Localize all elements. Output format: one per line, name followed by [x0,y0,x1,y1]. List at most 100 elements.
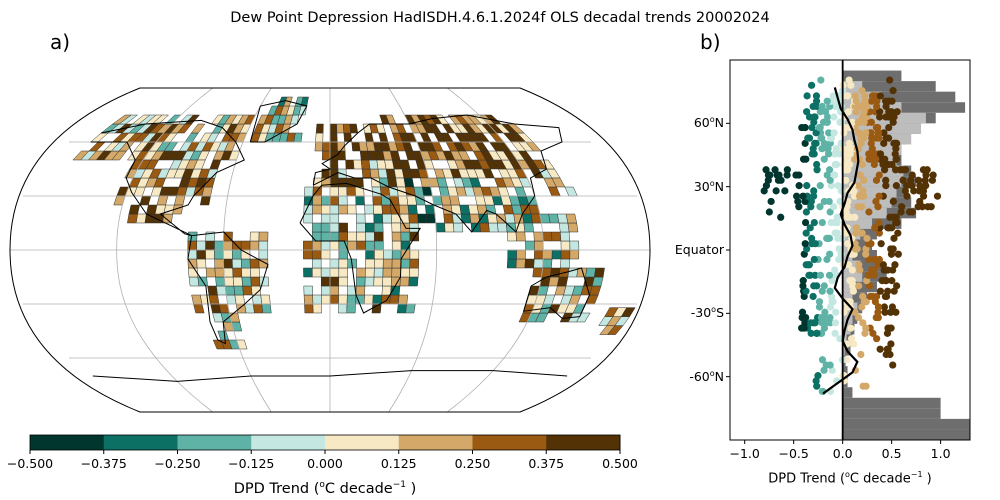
trend-point [868,266,876,274]
trend-point [775,171,783,179]
trend-point [873,97,881,105]
trend-point [864,255,873,264]
map-cell [321,195,331,206]
map-cell [417,213,428,224]
trend-point [827,218,835,227]
trend-point [803,108,811,116]
map-cell [504,213,516,224]
trend-point [863,234,871,242]
map-cell [576,312,591,323]
map-cell [345,159,355,170]
map-cell [329,177,339,188]
trend-point [923,166,931,174]
trend-point [845,139,853,147]
trend-point [810,192,818,200]
map-cell [355,276,366,287]
map-cell [487,213,498,224]
data-fraction-bar [842,292,853,303]
trend-point [831,160,839,169]
trend-point [806,224,814,232]
map-cell [338,222,348,233]
trend-point [864,271,872,279]
map-cell [374,231,384,242]
map-cell [541,267,552,278]
trend-point [886,213,894,221]
map-cell [400,240,411,251]
trend-point [869,292,877,301]
trend-point [855,129,863,137]
map-cell [373,213,384,224]
map-cell [329,132,338,143]
land-fraction-bar [842,81,936,92]
map-cell [516,249,526,260]
map-cell [533,258,544,269]
map-cell [347,231,357,242]
land-fraction-bar [842,70,902,82]
land-fraction-bar [842,102,966,113]
trend-point [854,182,862,190]
trend-point [867,129,875,137]
trend-point [859,319,867,327]
trend-point [833,218,841,227]
trend-point [887,108,896,116]
map-cell [558,222,570,233]
map-cell [338,195,348,206]
trend-point [870,255,878,264]
map-cell [365,240,375,251]
trend-point [921,176,929,184]
map-cell [365,258,375,269]
trend-point [893,282,901,290]
trend-point [808,234,816,242]
trend-point [862,129,870,137]
trend-point [880,129,888,137]
x-tick-label: 1.0 [930,446,951,461]
longitude-line [116,88,213,412]
map-cell [235,303,247,314]
map-cell [135,213,147,224]
map-cell [252,303,264,314]
map-cell [400,231,411,242]
trend-point [890,234,898,242]
map-cell [315,123,324,134]
map-cell [453,222,464,233]
trend-point [830,203,838,211]
map-cell [479,222,490,233]
map-cell [364,204,374,215]
trend-point [799,192,807,200]
trend-point [899,176,907,184]
map-cell [315,132,324,143]
map-cell [337,150,346,161]
map-cell [397,195,409,206]
trend-point [891,150,899,158]
map-cell [249,258,260,269]
map-cell [364,222,375,233]
trend-point [831,319,840,327]
trend-point [887,340,895,348]
trend-point [888,277,896,285]
map-cell [90,132,109,143]
map-cell [329,213,340,224]
map-cell [560,249,571,260]
colorbar-label: DPD Trend (oC decade−1 ) [233,480,417,497]
map-cell [425,213,437,224]
trend-point [892,308,900,316]
trend-point [798,308,807,316]
map-cell [372,204,383,215]
map-cell [381,285,392,296]
map-cell [303,195,314,206]
trend-point [881,155,889,163]
map-cell [249,240,260,251]
trend-point [767,197,775,206]
data-fraction-bar [842,207,887,219]
y-tick-label: -30oS [690,305,724,321]
map-cell [383,249,393,260]
map-cell [88,141,106,152]
land-fraction-bar [842,418,970,430]
map-cell [188,276,200,287]
trend-point [892,182,901,190]
map-cell [258,240,269,251]
colorbar [29,434,621,454]
trend-point [883,329,892,337]
map-cell [373,222,384,233]
colorbar-tick-label: 0.000 [307,456,343,471]
